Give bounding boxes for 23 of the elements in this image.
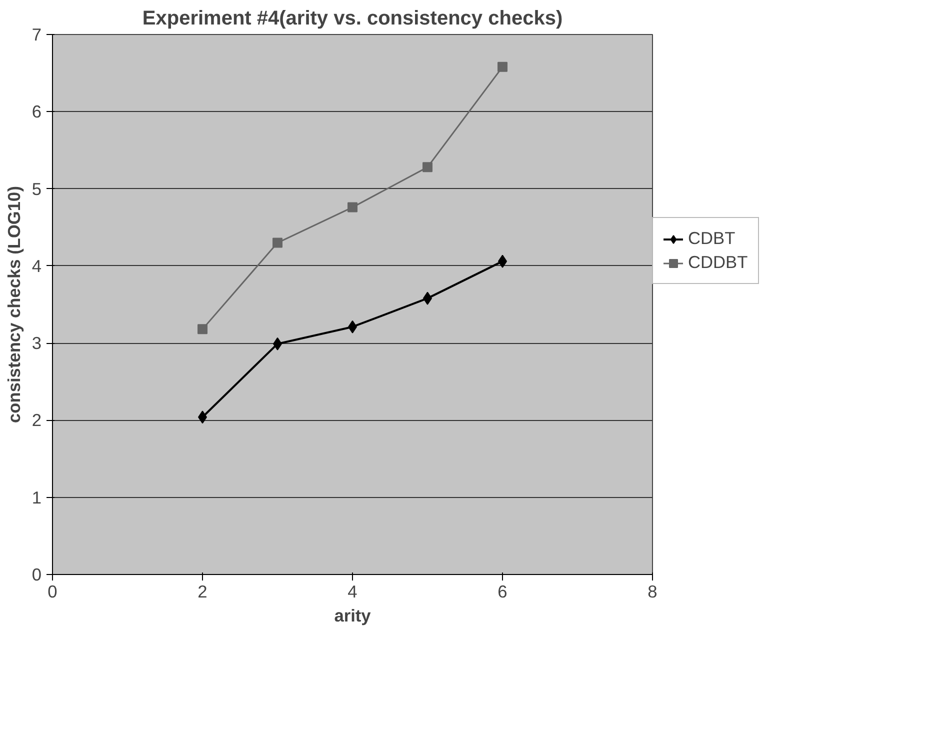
x-tick-label: 2 — [198, 582, 208, 602]
y-tick-label: 1 — [32, 487, 42, 508]
point — [498, 62, 508, 72]
y-tick-label: 0 — [32, 564, 42, 584]
y-tick-label: 6 — [32, 102, 42, 122]
x-tick-label: 4 — [348, 582, 358, 602]
point — [198, 324, 208, 334]
legend-label: CDBT — [688, 228, 736, 249]
point — [272, 238, 282, 248]
y-axis-title: consistency checks (LOG10) — [4, 186, 24, 423]
point — [348, 202, 358, 212]
y-tick-label: 3 — [32, 333, 42, 354]
y-tick-label: 4 — [32, 256, 42, 276]
chart-title: Experiment #4(arity vs. consistency checks) — [142, 8, 563, 30]
y-tick-label: 7 — [32, 24, 42, 44]
x-tick-label: 8 — [648, 582, 658, 602]
point — [422, 162, 432, 172]
y-tick-label: 5 — [32, 178, 42, 199]
legend-label: CDDBT — [688, 252, 748, 273]
y-tick-label: 2 — [32, 410, 42, 430]
x-axis-title: arity — [334, 606, 372, 626]
x-tick-label: 6 — [498, 582, 508, 602]
x-tick-label: 0 — [48, 582, 58, 602]
